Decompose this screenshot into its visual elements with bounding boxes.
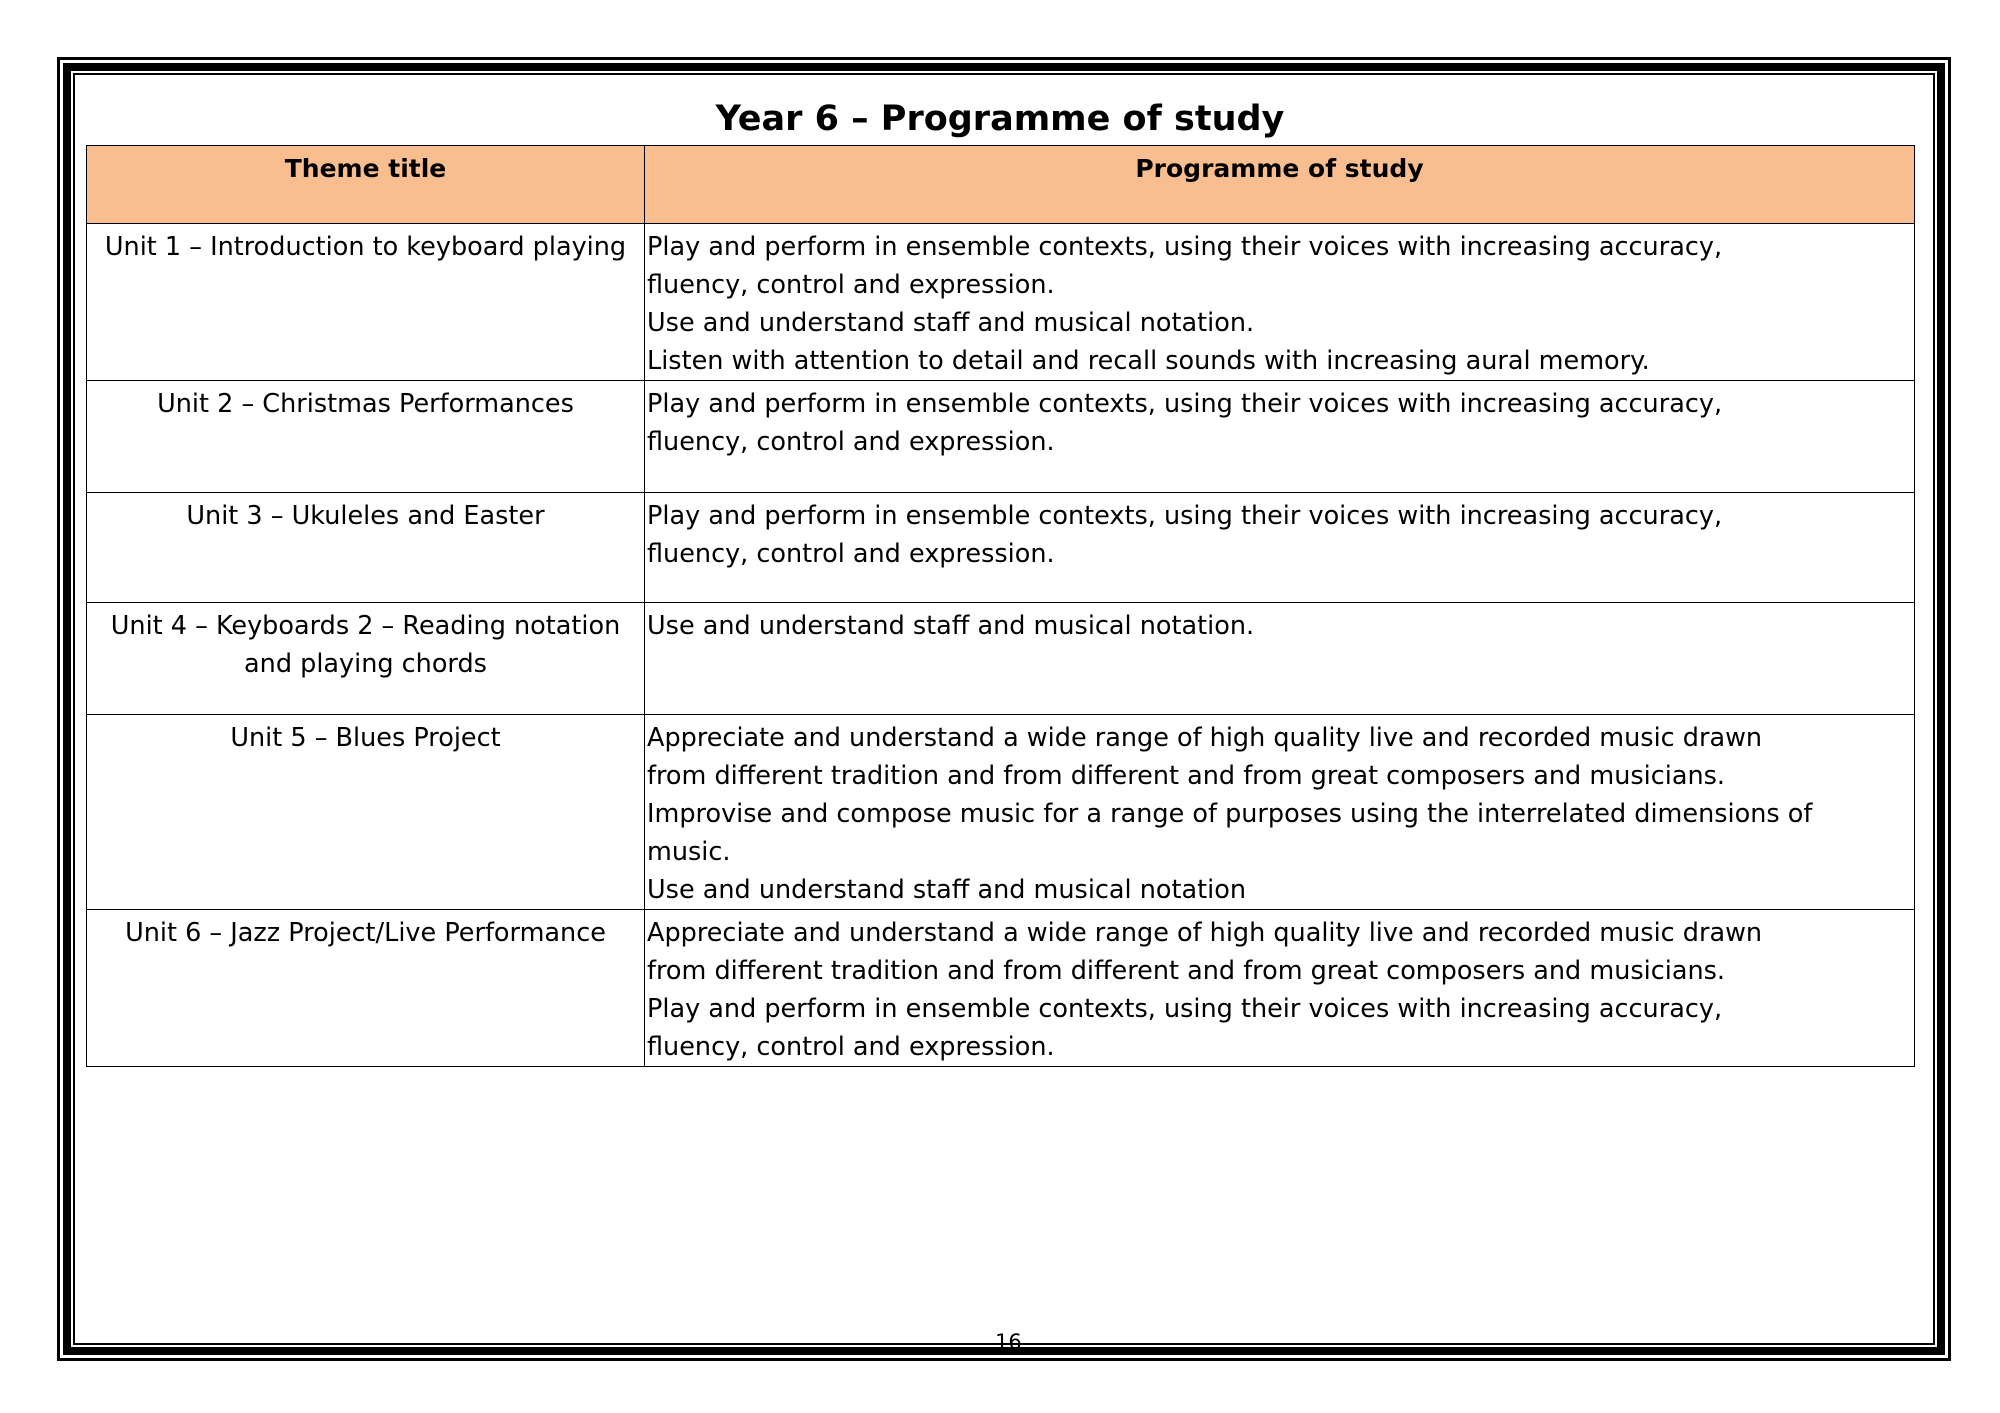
programme-cell: Play and perform in ensemble contexts, u… <box>644 492 1915 603</box>
programme-line: Use and understand staff and musical not… <box>647 611 1255 641</box>
header-theme-title: Theme title <box>86 145 645 224</box>
table-row: Unit 4 – Keyboards 2 – Reading notation … <box>86 602 1915 715</box>
programme-line: Listen with attention to detail and reca… <box>647 346 1650 376</box>
programme-line: from different tradition and from differ… <box>647 956 1726 986</box>
table-row: Unit 3 – Ukuleles and Easter Play and per… <box>86 492 1915 603</box>
programme-line: Play and perform in ensemble contexts, u… <box>647 389 1723 419</box>
programme-line: fluency, control and expression. <box>647 1032 1055 1062</box>
table-row: Unit 5 – Blues Project Appreciate and und… <box>86 714 1915 910</box>
programme-line: Use and understand staff and musical not… <box>647 308 1255 338</box>
table-row: Unit 6 – Jazz Project/Live Performance Ap… <box>86 909 1915 1067</box>
programme-line: Play and perform in ensemble contexts, u… <box>647 994 1723 1024</box>
page-border-inner <box>73 73 1935 1345</box>
page-number: 16 <box>995 1330 1022 1354</box>
programme-line: Appreciate and understand a wide range o… <box>647 723 1763 753</box>
programme-cell: Appreciate and understand a wide range o… <box>644 909 1915 1067</box>
programme-line: fluency, control and expression. <box>647 427 1055 457</box>
page-title: Year 6 – Programme of study <box>715 99 1285 139</box>
programme-cell: Play and perform in ensemble contexts, u… <box>644 380 1915 493</box>
table-row: Unit 2 – Christmas Performances Play and … <box>86 380 1915 493</box>
programme-table: Theme title Programme of study Unit 1 – … <box>86 145 1915 1067</box>
programme-line: fluency, control and expression. <box>647 539 1055 569</box>
programme-line: Improvise and compose music for a range … <box>647 799 1813 829</box>
programme-cell: Play and perform in ensemble contexts, u… <box>644 223 1915 381</box>
programme-line: Play and perform in ensemble contexts, u… <box>647 501 1723 531</box>
programme-line: fluency, control and expression. <box>647 270 1055 300</box>
theme-title-cell: Unit 4 – Keyboards 2 – Reading notation … <box>86 602 645 715</box>
programme-line: Appreciate and understand a wide range o… <box>647 918 1763 948</box>
programme-line: music. <box>647 837 731 867</box>
programme-line: Use and understand staff and musical not… <box>647 875 1246 905</box>
table-row: Unit 1 – Introduction to keyboard playin… <box>86 223 1915 381</box>
programme-cell: Appreciate and understand a wide range o… <box>644 714 1915 910</box>
theme-title-cell: Unit 2 – Christmas Performances <box>86 380 645 493</box>
programme-line: Play and perform in ensemble contexts, u… <box>647 232 1723 262</box>
theme-title-cell: Unit 3 – Ukuleles and Easter <box>86 492 645 603</box>
theme-title-cell: Unit 5 – Blues Project <box>86 714 645 910</box>
theme-title-cell: Unit 6 – Jazz Project/Live Performance <box>86 909 645 1067</box>
theme-title-cell: Unit 1 – Introduction to keyboard playin… <box>86 223 645 381</box>
page-border-thick <box>63 63 1945 1355</box>
table-header-row: Theme title Programme of study <box>86 145 1915 224</box>
page-border-outer <box>57 57 1951 1361</box>
header-programme-of-study: Programme of study <box>644 145 1915 224</box>
programme-cell: Use and understand staff and musical not… <box>644 602 1915 715</box>
programme-line: from different tradition and from differ… <box>647 761 1726 791</box>
